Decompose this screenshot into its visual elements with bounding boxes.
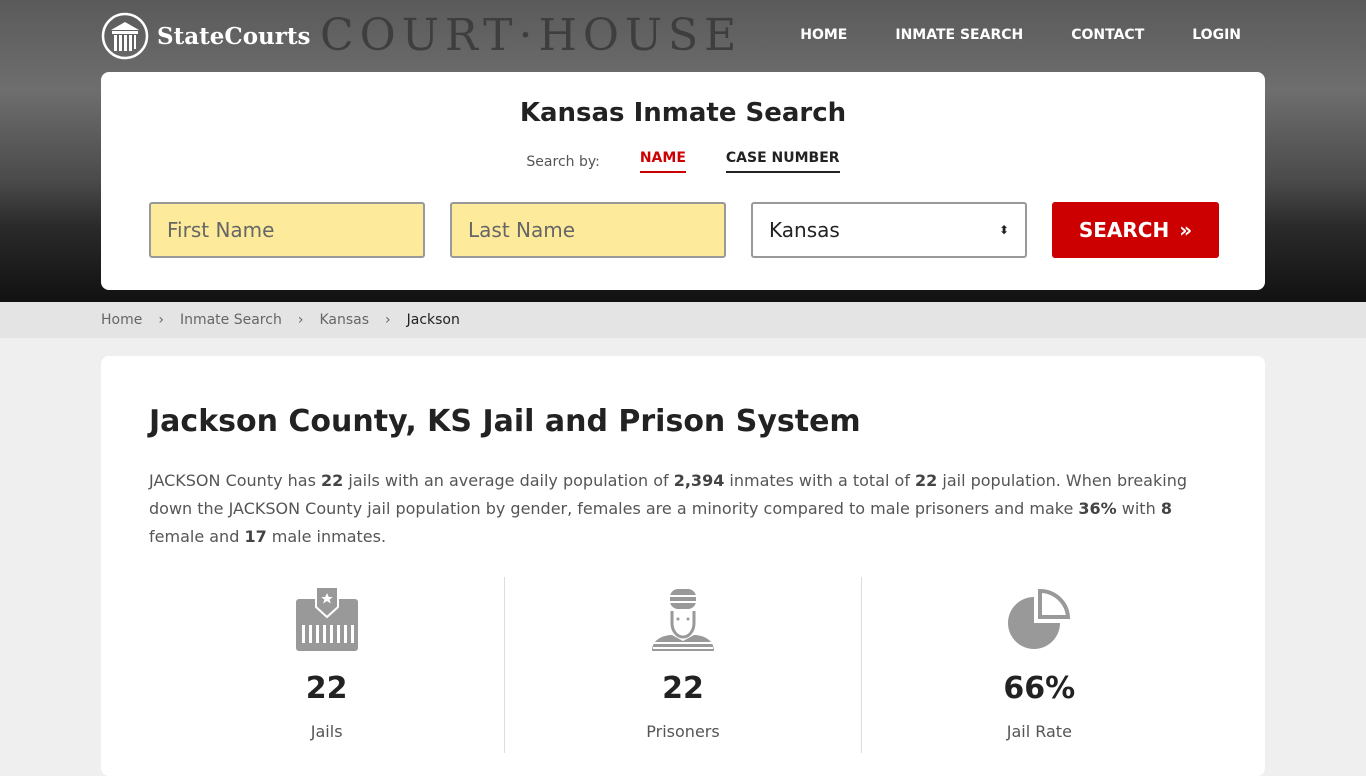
hero-banner: COURT·HOUSE StateCourts HOME INMATE SEAR… [0,0,1366,302]
nav-inmate-search[interactable]: INMATE SEARCH [895,27,1024,43]
breadcrumb: Home › Inmate Search › Kansas › Jackson [0,302,1366,338]
breadcrumb-home[interactable]: Home [101,312,143,328]
courthouse-logo-icon [101,12,149,60]
top-nav: StateCourts HOME INMATE SEARCH CONTACT L… [0,0,1366,72]
stat-prisoners: 22 Prisoners [505,577,862,753]
hero-background-text: COURT·HOUSE [320,10,743,61]
state-value: Kansas [769,218,840,242]
search-title: Kansas Inmate Search [519,98,847,128]
double-chevron-right-icon: » [1179,218,1193,242]
summary-paragraph: JACKSON County has 22 jails with an aver… [149,471,1187,546]
stat-label: Jails [310,722,343,741]
prisoner-icon [651,589,714,651]
content-card: Jackson County, KS Jail and Prison Syste… [101,356,1265,776]
tab-name[interactable]: NAME [639,150,686,173]
breadcrumb-inmate-search[interactable]: Inmate Search [179,312,282,328]
search-by-label: Search by: [526,153,600,170]
chevron-right-icon: › [158,312,164,328]
search-card: Kansas Inmate Search Search by: NAME CAS… [101,72,1265,290]
chevron-right-icon: › [385,312,391,328]
search-button-label: SEARCH [1078,218,1170,242]
breadcrumb-current: Jackson [406,312,460,328]
pie-chart-icon [1008,588,1071,649]
stat-jails: 22 Jails [149,577,506,753]
state-select[interactable]: Kansas ⬍ [751,202,1027,258]
jail-icon [295,586,358,651]
page-title: Jackson County, KS Jail and Prison Syste… [149,404,861,439]
nav-login[interactable]: LOGIN [1192,27,1241,43]
stat-value: 22 [662,671,704,706]
stat-value: 22 [305,671,348,706]
breadcrumb-kansas[interactable]: Kansas [319,312,369,328]
nav-contact[interactable]: CONTACT [1071,27,1145,43]
stat-label: Jail Rate [1006,722,1072,741]
logo[interactable]: StateCourts [101,12,310,60]
stat-jail-rate: 66% Jail Rate [862,577,1217,753]
search-button[interactable]: SEARCH » [1052,202,1219,258]
brand-name: StateCourts [157,22,311,50]
select-arrows-icon: ⬍ [998,223,1009,237]
stat-value: 66% [1003,671,1076,706]
tab-case-number[interactable]: CASE NUMBER [725,150,840,173]
stat-label: Prisoners [646,722,720,741]
nav-home[interactable]: HOME [800,27,848,43]
last-name-input[interactable]: Last Name [450,202,726,258]
chevron-right-icon: › [297,312,304,328]
first-name-input[interactable]: First Name [149,202,425,258]
